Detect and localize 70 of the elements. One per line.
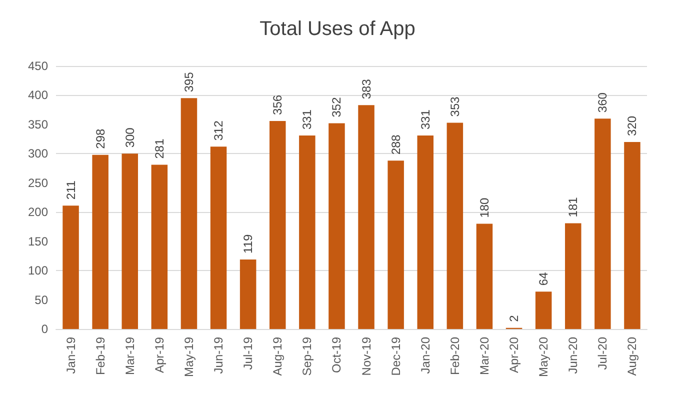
data-label: 356 [270, 94, 285, 115]
data-label: 288 [388, 134, 403, 155]
data-label: 281 [152, 138, 166, 159]
data-label: 180 [477, 197, 492, 218]
bar [122, 154, 138, 329]
data-label: 312 [212, 120, 226, 141]
x-tick-label: Jan-19 [64, 336, 78, 374]
y-tick-label: 50 [34, 292, 48, 307]
x-tick-label: Jul-20 [596, 336, 610, 370]
x-tick-label: Nov-19 [359, 336, 374, 376]
data-label: 64 [536, 272, 551, 286]
x-tick-label: May-20 [536, 336, 551, 378]
data-label: 360 [596, 92, 610, 113]
bar [446, 122, 464, 329]
y-tick-label: 400 [28, 88, 48, 102]
bar [328, 123, 345, 329]
bar [594, 118, 611, 329]
bar [358, 105, 374, 329]
bar [151, 164, 168, 329]
x-tick-label: Mar-19 [122, 336, 137, 376]
data-label: 320 [625, 116, 640, 136]
chart-title: Total Uses of App [260, 18, 416, 40]
bar [417, 136, 434, 329]
data-label: 331 [300, 109, 314, 130]
x-tick-label: Jan-20 [418, 336, 432, 374]
bar [535, 292, 552, 329]
x-tick-label: Aug-20 [625, 336, 640, 376]
data-label: 331 [418, 109, 432, 130]
y-tick-label: 250 [28, 176, 48, 190]
y-tick-label: 300 [28, 146, 48, 161]
y-tick-label: 200 [28, 205, 48, 220]
x-tick-label: Sep-19 [300, 336, 314, 376]
x-tick-label: Jun-20 [566, 336, 580, 374]
bar [180, 98, 198, 329]
bar [92, 154, 108, 329]
data-label: 119 [241, 234, 256, 254]
data-label: 181 [566, 196, 580, 218]
y-tick-label: 150 [28, 234, 48, 248]
x-tick-label: Apr-19 [152, 336, 166, 374]
x-tick-label: Jul-19 [241, 336, 256, 370]
bar [565, 223, 582, 329]
data-label: 383 [359, 78, 374, 100]
y-tick-label: 0 [41, 322, 48, 336]
x-tick-label: Mar-20 [477, 336, 492, 376]
bar [240, 259, 256, 329]
data-label: 2 [507, 314, 522, 322]
x-tick-label: Aug-19 [270, 336, 285, 376]
x-tick-label: Oct-19 [330, 336, 344, 374]
x-tick-label: Jun-19 [212, 336, 226, 374]
bar [388, 160, 404, 329]
bar [624, 142, 640, 329]
data-label: 353 [448, 96, 462, 117]
x-tick-label: Feb-19 [93, 336, 108, 376]
bar [62, 206, 79, 329]
bar [270, 120, 286, 329]
x-tick-label: Feb-20 [448, 336, 462, 376]
data-label: 352 [330, 96, 344, 118]
data-label: 300 [122, 127, 137, 148]
data-label: 211 [64, 180, 78, 200]
x-tick-label: May-19 [182, 336, 196, 378]
y-tick-label: 450 [28, 59, 48, 73]
bar [210, 146, 227, 329]
data-label: 298 [93, 128, 108, 149]
x-tick-label: Dec-19 [388, 336, 403, 376]
data-label: 395 [182, 72, 196, 92]
y-tick-label: 350 [28, 117, 48, 132]
bar [476, 224, 493, 329]
x-tick-label: Apr-20 [507, 336, 522, 374]
bar [299, 136, 316, 329]
y-tick-label: 100 [28, 264, 48, 278]
